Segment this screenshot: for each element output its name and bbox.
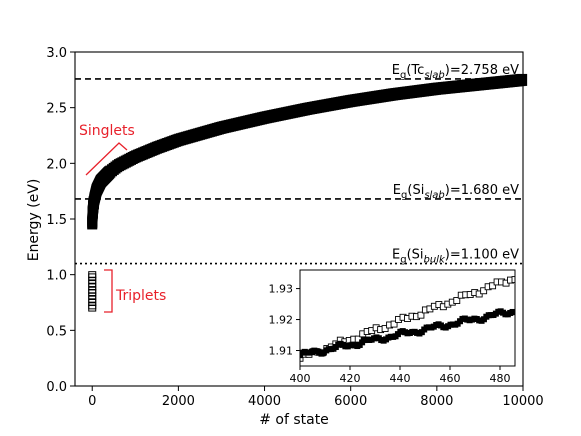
singlets-annotation: Singlets <box>79 123 135 139</box>
y-tick-label: 0.5 <box>46 324 67 339</box>
x-tick-label: 2000 <box>162 394 195 409</box>
inset-triplet-point <box>390 320 398 328</box>
x-tick-label: 6000 <box>334 394 367 409</box>
triplet-point <box>88 271 97 279</box>
y-tick-label: 2.0 <box>46 157 67 172</box>
inset-x-tick-label: 400 <box>290 372 311 385</box>
inset-triplet-point <box>417 311 425 319</box>
reference-line-label-0: Eg(Tcslab)=2.758 eV <box>392 63 519 81</box>
y-tick-label: 3.0 <box>46 46 67 61</box>
inset-triplet-point <box>381 325 389 333</box>
y-axis-label: Energy (eV) <box>26 179 42 262</box>
x-tick-label: 10000 <box>502 394 543 409</box>
inset-triplet-point <box>489 282 497 290</box>
y-tick-label: 0.0 <box>46 380 67 395</box>
reference-line-label-2: Eg(Sibulk)=1.100 eV <box>392 248 519 266</box>
inset-x-tick-label: 460 <box>440 372 461 385</box>
x-axis-label: # of state <box>259 412 329 428</box>
inset-plot: 400 420 440 460 480 1.91 1.92 1.93 <box>269 269 516 385</box>
inset-y-tick-label: 1.92 <box>269 314 294 327</box>
main-plot: Eg(Tcslab)=2.758 eV Eg(Sislab)=1.680 eV Eg… <box>46 46 543 409</box>
x-tick-label: 0 <box>88 394 96 409</box>
inset-y-tick-label: 1.93 <box>269 283 294 296</box>
triplets-annotation: Triplets <box>115 288 166 304</box>
inset-x-tick-label: 420 <box>340 372 361 385</box>
triplets-series <box>88 271 97 312</box>
inset-frame <box>299 269 516 367</box>
inset-singlets-series <box>300 308 515 359</box>
reference-line-label-1: Eg(Sislab)=1.680 eV <box>393 183 519 201</box>
inset-triplet-point <box>300 354 304 362</box>
inset-triplet-point <box>480 287 488 295</box>
inset-y-tick-label: 1.91 <box>269 345 294 358</box>
inset-x-tick-label: 440 <box>390 372 411 385</box>
y-tick-label: 1.0 <box>46 269 67 284</box>
inset-triplet-point <box>453 297 461 304</box>
inset-singlet-point <box>512 309 515 316</box>
x-tick-label: 8000 <box>420 394 453 409</box>
singlets-series <box>87 73 528 230</box>
inset-series-group <box>300 276 515 362</box>
triplets-bracket <box>104 269 113 313</box>
y-tick-label: 2.5 <box>46 102 67 117</box>
inset-triplet-point <box>511 276 515 284</box>
singlet-point <box>517 73 528 86</box>
inset-x-tick-label: 480 <box>490 372 511 385</box>
x-tick-label: 4000 <box>248 394 281 409</box>
y-tick-label: 1.5 <box>46 213 67 228</box>
singlets-bracket <box>85 142 128 176</box>
